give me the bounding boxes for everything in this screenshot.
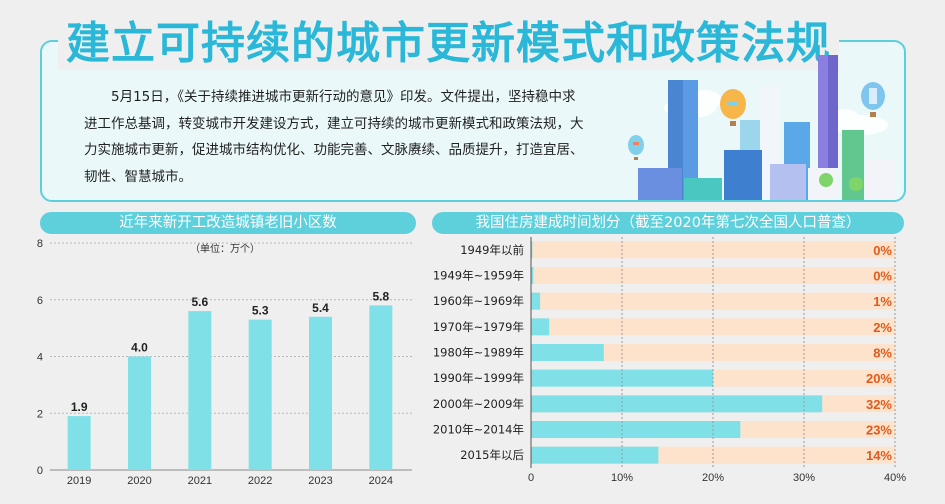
- hot-air-balloon-icon: [861, 82, 885, 117]
- chart-title-pill: 近年来新开工改造城镇老旧小区数: [40, 212, 416, 234]
- hot-air-balloon-icon: [720, 89, 746, 126]
- hot-air-balloon-icon: [628, 135, 644, 160]
- intro-paragraph: 5月15日，《关于持续推进城市更新行动的意见》印发。文件提出，坚持稳中求进工作总…: [84, 89, 584, 185]
- page-title: 建立可持续的城市更新模式和政策法规: [58, 18, 839, 70]
- unit-label: （单位：万个）: [190, 244, 260, 255]
- chart-title-pill: 我国住房建成时间划分（截至2020年第七次全国人口普查）: [432, 212, 904, 234]
